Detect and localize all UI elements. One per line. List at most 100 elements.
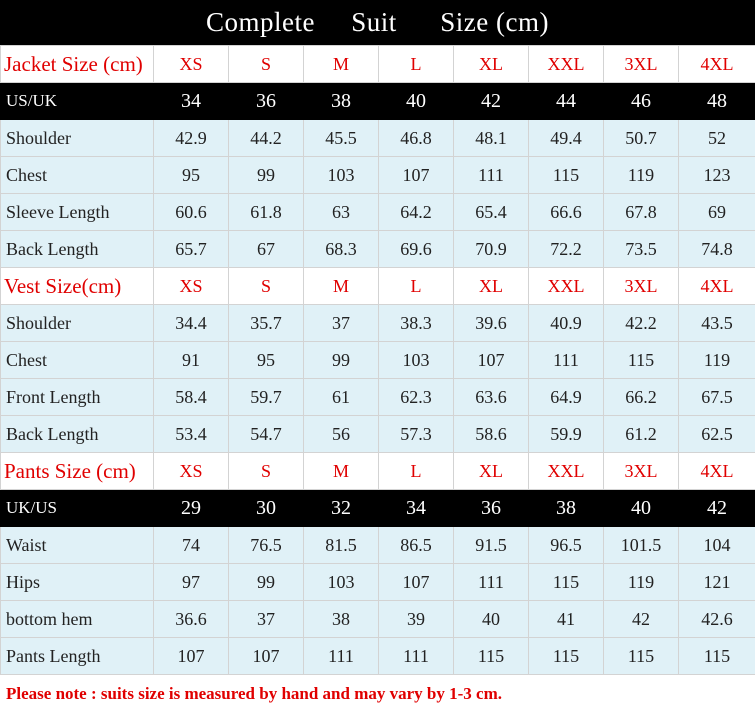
measurement-value: 65.7 xyxy=(153,230,229,268)
measurement-value: 54.7 xyxy=(228,415,304,453)
size-label: 4XL xyxy=(678,45,755,83)
measurement-value: 91 xyxy=(153,341,229,379)
measurement-label: Hips xyxy=(0,563,154,601)
measurement-value: 40 xyxy=(453,600,529,638)
measurement-value: 111 xyxy=(453,156,529,194)
chart-title: Complete Suit Size (cm) xyxy=(0,0,755,45)
measurement-value: 58.6 xyxy=(453,415,529,453)
measurement-value: 64.2 xyxy=(378,193,454,231)
region-size-value: 40 xyxy=(378,82,454,120)
measurement-value: 42 xyxy=(603,600,679,638)
region-size-row: US/UK 34 36 38 40 42 44 46 48 xyxy=(0,82,755,120)
region-size-value: 40 xyxy=(603,489,679,527)
measurement-value: 115 xyxy=(453,637,529,675)
measurement-value: 73.5 xyxy=(603,230,679,268)
size-label: 3XL xyxy=(603,45,679,83)
measurement-note: Please note : suits size is measured by … xyxy=(6,684,502,703)
measurement-value: 46.8 xyxy=(378,119,454,157)
measurement-value: 62.3 xyxy=(378,378,454,416)
measurement-row: Pants Length 107 107 111 111 115 115 115 115 xyxy=(0,637,755,675)
region-size-value: 36 xyxy=(453,489,529,527)
measurement-row: Sleeve Length 60.6 61.8 63 64.2 65.4 66.6 67.8 6… xyxy=(0,193,755,231)
measurement-label: Front Length xyxy=(0,378,154,416)
measurement-value: 67 xyxy=(228,230,304,268)
measurement-value: 53.4 xyxy=(153,415,229,453)
measurement-value: 57.3 xyxy=(378,415,454,453)
measurement-value: 69.6 xyxy=(378,230,454,268)
size-label: XS xyxy=(153,45,229,83)
measurement-value: 37 xyxy=(228,600,304,638)
measurement-row: Waist 74 76.5 81.5 86.5 91.5 96.5 101.5 104 xyxy=(0,526,755,564)
region-size-value: 36 xyxy=(228,82,304,120)
measurement-value: 35.7 xyxy=(228,304,304,342)
measurement-value: 59.9 xyxy=(528,415,604,453)
measurement-value: 39 xyxy=(378,600,454,638)
measurement-value: 38 xyxy=(303,600,379,638)
measurement-value: 107 xyxy=(378,156,454,194)
measurement-row: Chest 91 95 99 103 107 111 115 119 xyxy=(0,341,755,379)
measurement-value: 41 xyxy=(528,600,604,638)
measurement-value: 34.4 xyxy=(153,304,229,342)
measurement-value: 95 xyxy=(228,341,304,379)
measurement-label: Waist xyxy=(0,526,154,564)
measurement-value: 72.2 xyxy=(528,230,604,268)
measurement-value: 81.5 xyxy=(303,526,379,564)
measurement-value: 37 xyxy=(303,304,379,342)
measurement-row: Chest 95 99 103 107 111 115 119 123 xyxy=(0,156,755,194)
size-label: XL xyxy=(453,452,529,490)
measurement-value: 40.9 xyxy=(528,304,604,342)
region-size-value: 42 xyxy=(678,489,755,527)
measurement-value: 58.4 xyxy=(153,378,229,416)
size-label: L xyxy=(378,45,454,83)
measurement-value: 45.5 xyxy=(303,119,379,157)
measurement-value: 76.5 xyxy=(228,526,304,564)
measurement-value: 103 xyxy=(303,563,379,601)
measurement-value: 107 xyxy=(153,637,229,675)
size-header-row: Pants Size (cm) XS S M L XL XXL 3XL 4XL xyxy=(0,452,755,490)
size-label: 4XL xyxy=(678,452,755,490)
size-label: XL xyxy=(453,45,529,83)
measurement-row: Back Length 53.4 54.7 56 57.3 58.6 59.9 61.2 62.… xyxy=(0,415,755,453)
measurement-value: 86.5 xyxy=(378,526,454,564)
size-header-row: Jacket Size (cm) XS S M L XL XXL 3XL 4XL xyxy=(0,45,755,83)
measurement-value: 74.8 xyxy=(678,230,755,268)
measurement-value: 44.2 xyxy=(228,119,304,157)
size-label: 4XL xyxy=(678,267,755,305)
measurement-value: 95 xyxy=(153,156,229,194)
measurement-value: 63 xyxy=(303,193,379,231)
size-label: XS xyxy=(153,452,229,490)
measurement-value: 115 xyxy=(528,563,604,601)
measurement-row: Shoulder 34.4 35.7 37 38.3 39.6 40.9 42.2 43.5 xyxy=(0,304,755,342)
measurement-value: 119 xyxy=(603,156,679,194)
region-label: US/UK xyxy=(0,82,154,120)
region-size-value: 38 xyxy=(528,489,604,527)
measurement-value: 61.8 xyxy=(228,193,304,231)
measurement-value: 107 xyxy=(228,637,304,675)
measurement-value: 104 xyxy=(678,526,755,564)
measurement-value: 56 xyxy=(303,415,379,453)
measurement-row: Back Length 65.7 67 68.3 69.6 70.9 72.2 73.5 74.… xyxy=(0,230,755,268)
measurement-value: 42.9 xyxy=(153,119,229,157)
size-label: S xyxy=(228,267,304,305)
measurement-value: 119 xyxy=(678,341,755,379)
size-label: XXL xyxy=(528,267,604,305)
measurement-value: 49.4 xyxy=(528,119,604,157)
size-label: S xyxy=(228,452,304,490)
measurement-label: Chest xyxy=(0,156,154,194)
measurement-value: 111 xyxy=(378,637,454,675)
size-label: 3XL xyxy=(603,452,679,490)
measurement-value: 59.7 xyxy=(228,378,304,416)
measurement-value: 67.8 xyxy=(603,193,679,231)
size-label: L xyxy=(378,267,454,305)
region-size-value: 34 xyxy=(378,489,454,527)
size-label: L xyxy=(378,452,454,490)
measurement-label: Shoulder xyxy=(0,304,154,342)
measurement-value: 91.5 xyxy=(453,526,529,564)
region-size-value: 46 xyxy=(603,82,679,120)
region-label: UK/US xyxy=(0,489,154,527)
measurement-value: 103 xyxy=(303,156,379,194)
region-size-value: 48 xyxy=(678,82,755,120)
measurement-value: 99 xyxy=(303,341,379,379)
measurement-value: 62.5 xyxy=(678,415,755,453)
